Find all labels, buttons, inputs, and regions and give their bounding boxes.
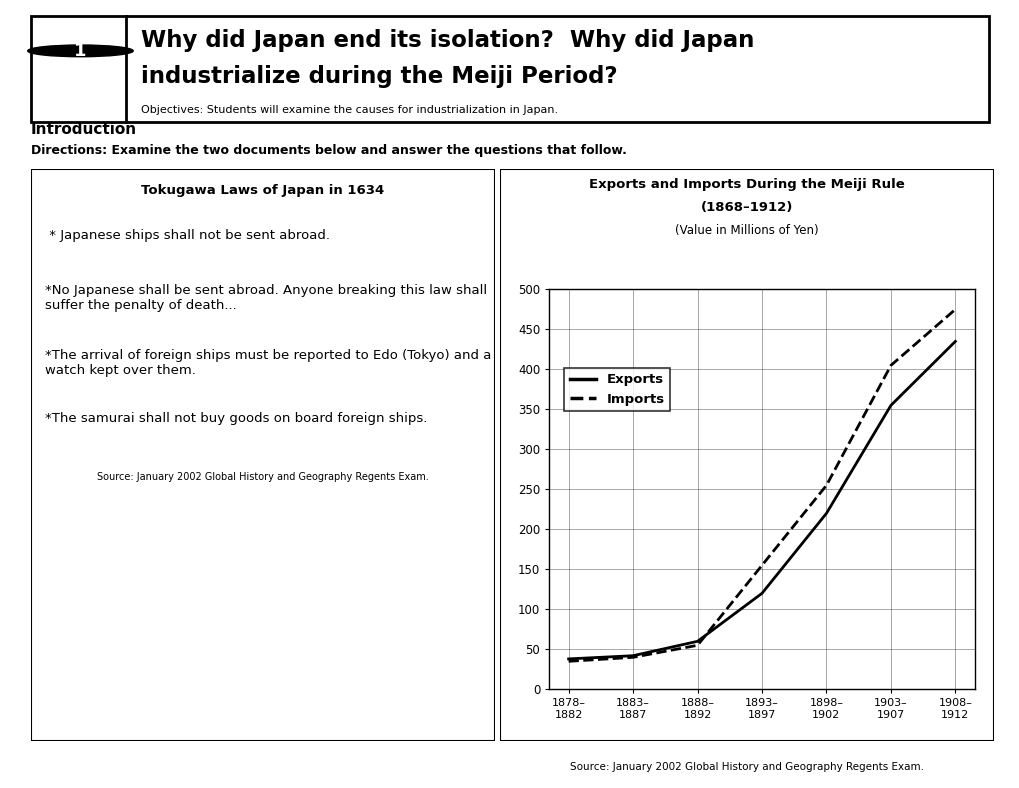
Text: *The arrival of foreign ships must be reported to Edo (Tokyo) and a
watch kept o: *The arrival of foreign ships must be re… [45,349,490,377]
FancyBboxPatch shape [31,169,494,741]
Text: (1868–1912): (1868–1912) [700,201,793,214]
Text: Why did Japan end its isolation?  Why did Japan: Why did Japan end its isolation? Why did… [141,28,753,51]
Text: * Japanese ships shall not be sent abroad.: * Japanese ships shall not be sent abroa… [45,229,329,243]
Text: industrialize during the Meiji Period?: industrialize during the Meiji Period? [141,65,616,87]
Text: Source: January 2002 Global History and Geography Regents Exam.: Source: January 2002 Global History and … [570,763,923,772]
Text: *The samurai shall not buy goods on board foreign ships.: *The samurai shall not buy goods on boar… [45,412,427,426]
Text: (Value in Millions of Yen): (Value in Millions of Yen) [675,224,818,236]
Text: 1: 1 [74,42,87,60]
Legend: Exports, Imports: Exports, Imports [564,368,669,411]
Text: Objectives: Students will examine the causes for industrialization in Japan.: Objectives: Students will examine the ca… [141,105,557,115]
Text: Exports and Imports During the Meiji Rule: Exports and Imports During the Meiji Rul… [589,178,904,191]
Text: Tokugawa Laws of Japan in 1634: Tokugawa Laws of Japan in 1634 [141,184,384,197]
Text: Directions: Examine the two documents below and answer the questions that follow: Directions: Examine the two documents be… [31,143,626,157]
FancyBboxPatch shape [499,169,994,741]
Text: Introduction: Introduction [31,122,137,137]
FancyBboxPatch shape [31,16,988,122]
Circle shape [28,45,133,57]
Text: Source: January 2002 Global History and Geography Regents Exam.: Source: January 2002 Global History and … [97,472,428,482]
Text: *No Japanese shall be sent abroad. Anyone breaking this law shall
suffer the pen: *No Japanese shall be sent abroad. Anyon… [45,284,486,312]
